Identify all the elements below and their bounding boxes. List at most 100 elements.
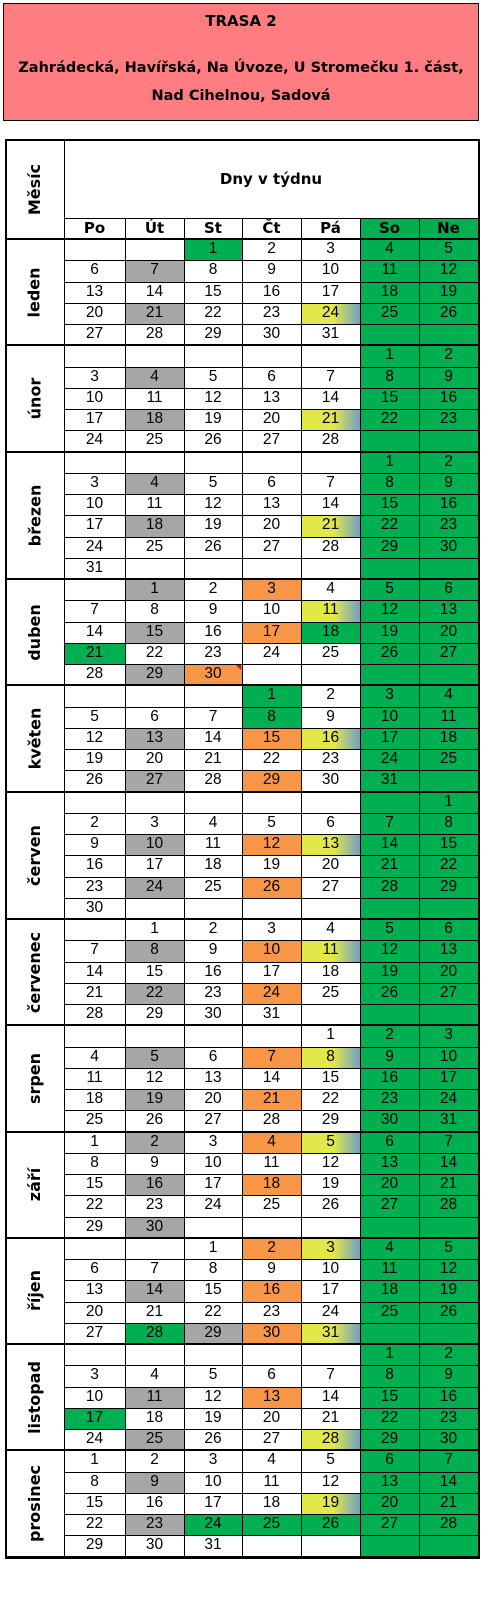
day-cell: 15 [242, 727, 301, 749]
day-cell: 22 [85, 1196, 104, 1214]
day-cell: 5 [385, 580, 394, 597]
day-cell: 20 [439, 622, 458, 640]
month-label: listopad [5, 1344, 64, 1450]
day-cell: 13 [439, 601, 458, 619]
day-cell: 19 [125, 1089, 184, 1111]
day-cell: 6 [267, 1366, 276, 1384]
day-cell: 25 [380, 303, 399, 321]
day-cell: 27 [204, 1111, 222, 1129]
day-cell: 23 [321, 750, 340, 767]
day-cell: 2 [90, 813, 99, 831]
day-cell: 8 [90, 1153, 99, 1171]
day-cell: 24 [125, 876, 184, 898]
day-cell: 14 [85, 962, 104, 980]
day-cell: 24 [439, 1090, 458, 1107]
day-cell: 12 [145, 1068, 164, 1086]
day-cell: 7 [326, 1366, 335, 1384]
day-cell: 21 [242, 1089, 301, 1111]
day-cell: 21 [85, 983, 104, 1001]
day-cell: 7 [444, 1451, 453, 1469]
day-cell: 16 [301, 727, 360, 749]
day-cell: 29 [85, 1536, 104, 1554]
day-cell: 19 [439, 1281, 458, 1299]
day-cell: 16 [85, 856, 104, 874]
day-cell: 9 [125, 1471, 184, 1493]
day-cell: 4 [385, 240, 394, 257]
weekday-label-so: So [378, 219, 401, 237]
day-cell: 9 [385, 1047, 394, 1065]
day-cell: 31 [262, 1005, 281, 1022]
day-cell: 9 [208, 941, 218, 959]
day-cell: 17 [204, 1493, 222, 1511]
day-cell: 11 [146, 495, 163, 512]
day-cell: 13 [380, 1153, 399, 1171]
day-cell: 19 [204, 1408, 222, 1426]
day-cell: 2 [326, 686, 335, 704]
grid-line [64, 494, 478, 495]
day-cell: 20 [380, 1493, 399, 1511]
grid-line [64, 282, 478, 283]
day-cell: 1 [208, 1238, 218, 1256]
grid-line [64, 1493, 478, 1494]
month-label: srpen [5, 1025, 64, 1131]
day-cell: 14 [321, 388, 340, 406]
day-cell: 5 [301, 1131, 360, 1153]
day-cell: 8 [208, 1260, 218, 1277]
day-cell: 23 [204, 643, 222, 661]
day-cell: 8 [385, 1366, 394, 1384]
day-cell: 20 [262, 1408, 281, 1426]
day-cell: 7 [326, 473, 335, 491]
day-cell: 4 [242, 1131, 301, 1153]
grid-line [5, 139, 480, 141]
day-cell: 17 [85, 516, 104, 534]
day-cell: 24 [85, 1430, 104, 1447]
day-cell: 12 [380, 601, 399, 619]
route-title: TRASA 2 [205, 12, 277, 30]
month-name: září [24, 1167, 44, 1202]
grid-line [64, 643, 478, 644]
month-name: květen [25, 707, 44, 770]
grid-line [64, 1004, 478, 1005]
day-cell: 16 [439, 388, 458, 406]
day-cell: 11 [440, 707, 457, 725]
day-cell: 25 [145, 537, 164, 555]
day-cell: 16 [125, 1174, 184, 1196]
grid-line [5, 238, 478, 240]
grid-line [64, 707, 478, 708]
day-cell: 11 [381, 1260, 398, 1277]
day-cell: 3 [242, 579, 301, 601]
grid-line [64, 1365, 478, 1366]
day-cell: 13 [204, 1068, 222, 1086]
grid-line [64, 664, 478, 665]
days-of-week-header: Dny v týdnu [219, 170, 323, 188]
day-cell: 26 [85, 771, 104, 789]
day-cell: 19 [439, 282, 458, 300]
day-cell: 12 [439, 261, 458, 279]
day-cell: 30 [204, 1005, 222, 1022]
grid-line [64, 600, 478, 601]
day-cell: 20 [321, 856, 340, 874]
day-cell: 24 [301, 302, 360, 324]
grid-line [125, 218, 126, 1557]
day-cell: 6 [90, 261, 99, 279]
day-cell: 31 [321, 325, 340, 342]
grid-line [64, 1217, 478, 1218]
weekday-label-čt: Čt [262, 219, 281, 237]
day-cell: 21 [204, 750, 222, 767]
day-cell: 25 [242, 1514, 301, 1536]
month-label: červenec [5, 919, 64, 1025]
day-cell: 18 [262, 1493, 281, 1511]
day-cell: 27 [262, 537, 281, 555]
day-cell: 17 [204, 1175, 222, 1192]
day-cell: 23 [85, 877, 104, 895]
grid-line [64, 1302, 478, 1303]
grid-line [5, 578, 478, 580]
day-cell: 19 [204, 410, 222, 427]
day-cell: 20 [262, 516, 281, 534]
day-cell: 23 [262, 303, 281, 321]
day-cell: 29 [242, 770, 301, 792]
day-cell: 28 [380, 877, 399, 895]
day-cell: 16 [242, 1280, 301, 1302]
grid-line [64, 537, 478, 538]
month-name: říjen [24, 1270, 44, 1312]
